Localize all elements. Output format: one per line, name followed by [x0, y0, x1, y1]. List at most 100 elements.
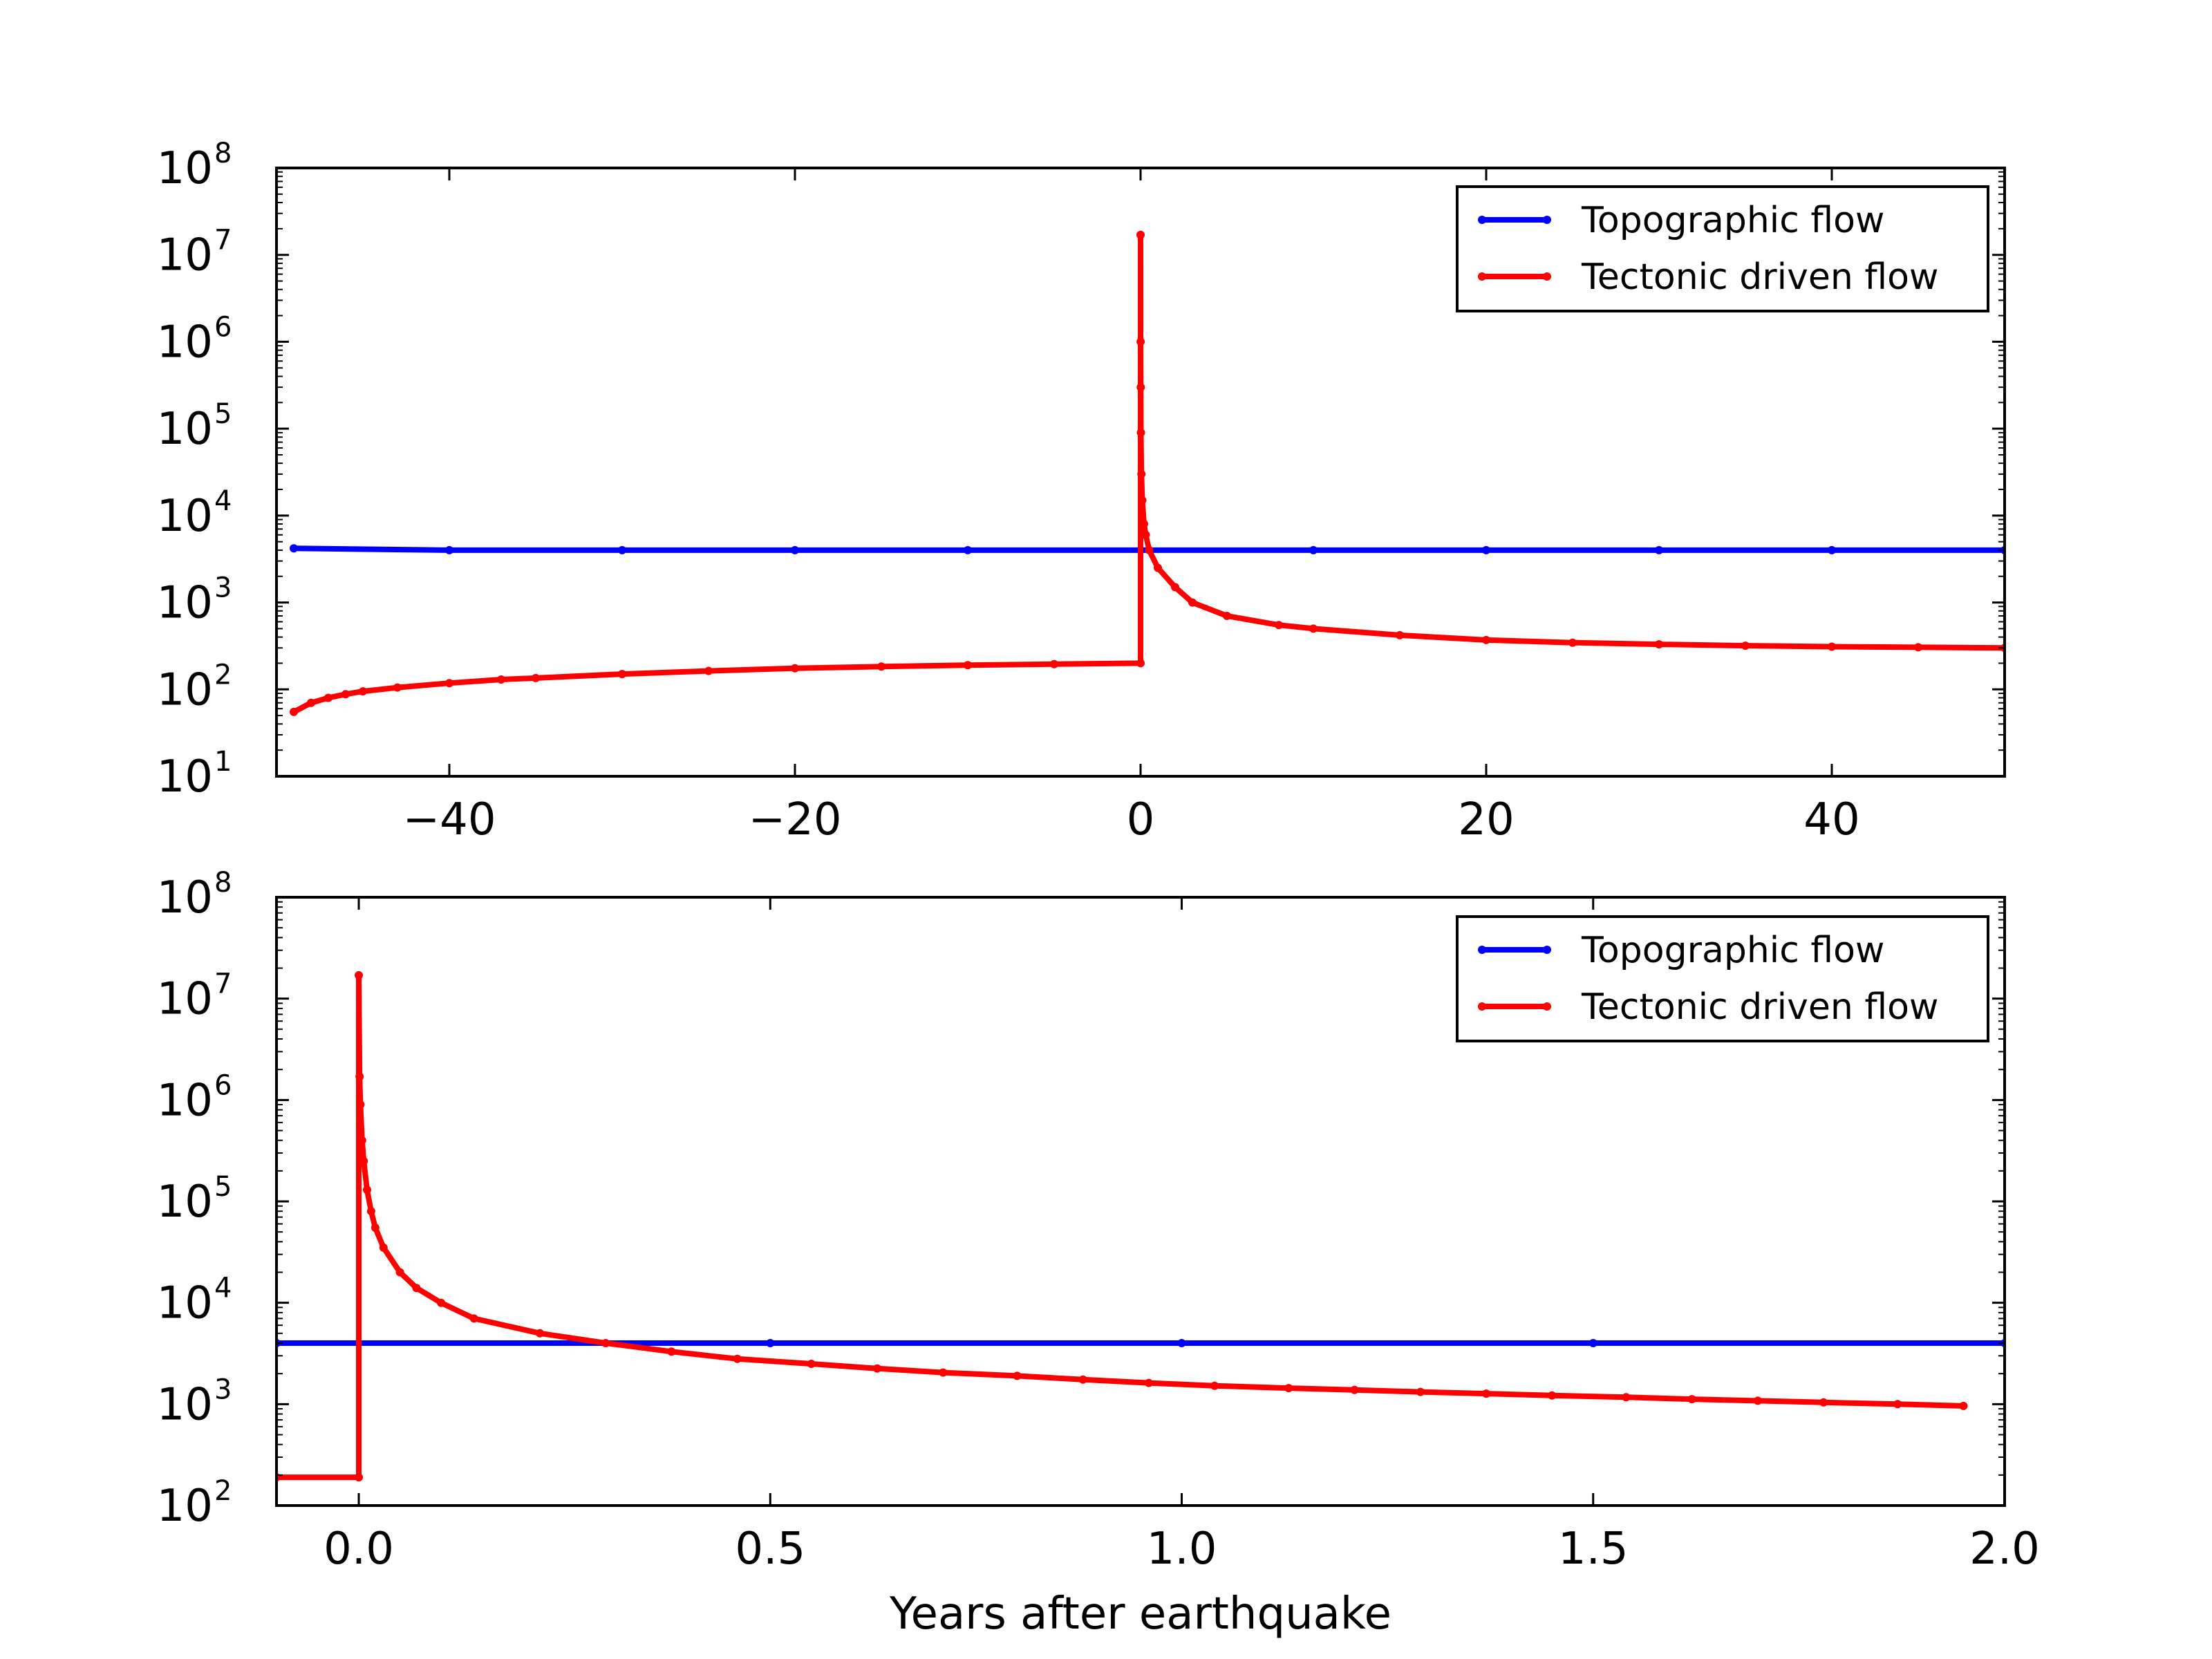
data-point: [355, 971, 363, 980]
data-point: [766, 1339, 775, 1347]
legend-label: Tectonic driven flow: [1581, 256, 1938, 298]
legend-marker: [1478, 1002, 1486, 1011]
data-point: [1622, 1393, 1631, 1402]
y-tick-exponent: 5: [214, 398, 232, 430]
data-point: [1687, 1395, 1696, 1404]
legend-marker: [1543, 272, 1551, 281]
data-point: [1482, 635, 1490, 644]
data-point: [341, 690, 350, 699]
data-point: [1548, 1391, 1557, 1400]
data-point: [445, 679, 453, 688]
data-point: [1828, 642, 1836, 651]
data-point: [667, 1347, 676, 1356]
data-point: [1223, 612, 1231, 620]
data-point: [1141, 530, 1150, 539]
y-tick-exponent: 4: [214, 1273, 232, 1304]
x-tick-label: 2.0: [1969, 1524, 2040, 1575]
x-tick-label: 0.5: [735, 1524, 805, 1575]
y-tick-label: 10: [157, 317, 213, 368]
data-point: [1416, 1387, 1425, 1396]
data-point: [1893, 1400, 1902, 1409]
data-point: [1753, 1396, 1762, 1405]
legend-marker: [1543, 216, 1551, 224]
y-tick-label: 10: [157, 664, 213, 715]
data-point: [355, 1072, 364, 1081]
y-tick-label: 10: [157, 230, 213, 281]
data-point: [807, 1360, 816, 1368]
data-point: [355, 1473, 363, 1482]
y-tick-exponent: 6: [214, 1069, 232, 1101]
x-tick-label: −40: [402, 794, 496, 845]
data-point: [359, 687, 367, 696]
data-point: [733, 1354, 742, 1363]
legend-frame: [1456, 915, 1989, 1042]
data-point: [601, 1339, 610, 1347]
data-point: [618, 545, 626, 554]
y-tick-exponent: 6: [214, 311, 232, 343]
legend-label: Topographic flow: [1581, 930, 1884, 971]
data-point: [307, 698, 315, 707]
data-point: [497, 675, 505, 684]
x-tick-label: 0: [1127, 794, 1155, 845]
x-tick-label: 1.5: [1558, 1524, 1629, 1575]
data-point: [1154, 563, 1162, 572]
x-axis-label: Years after earthquake: [889, 1588, 1391, 1640]
data-point: [1914, 643, 1922, 652]
legend: Topographic flow Tectonic driven flow: [1456, 915, 1989, 1042]
data-point: [1136, 383, 1145, 392]
data-point: [395, 1268, 404, 1277]
data-point: [324, 693, 332, 702]
legend-marker: [1543, 946, 1551, 954]
data-point: [532, 673, 540, 682]
series-line: [276, 972, 1964, 1481]
data-point: [536, 1329, 544, 1338]
legend-frame: [1456, 185, 1989, 312]
data-point: [366, 1207, 375, 1216]
legend-label: Topographic flow: [1581, 200, 1884, 241]
data-point: [791, 664, 799, 673]
legend: Topographic flow Tectonic driven flow: [1456, 185, 1989, 312]
y-tick-exponent: 5: [214, 1171, 232, 1203]
data-point: [1959, 1401, 1968, 1410]
y-tick-exponent: 8: [214, 138, 232, 169]
legend-marker: [1478, 272, 1486, 281]
y-tick-exponent: 8: [214, 867, 232, 899]
data-point: [437, 1298, 446, 1307]
data-point: [1588, 1339, 1597, 1347]
data-point: [1396, 630, 1404, 639]
data-point: [1819, 1398, 1828, 1407]
data-point: [1284, 1384, 1293, 1393]
data-point: [1568, 638, 1577, 647]
y-tick-label: 10: [157, 1177, 213, 1228]
data-point: [1655, 545, 1663, 554]
y-tick-exponent: 7: [214, 225, 232, 256]
data-point: [1828, 545, 1836, 554]
y-tick-exponent: 3: [214, 1374, 232, 1405]
y-tick-exponent: 7: [214, 968, 232, 1000]
y-tick-label: 10: [157, 974, 213, 1025]
data-point: [356, 1100, 365, 1109]
y-tick-exponent: 1: [214, 746, 232, 778]
legend-marker: [1478, 216, 1486, 224]
y-tick-label: 10: [157, 1379, 213, 1430]
data-point: [1741, 641, 1750, 650]
series-tectonic-driven-flow: [290, 230, 2005, 716]
data-point: [1136, 659, 1145, 668]
series-topographic-flow: [276, 1339, 2005, 1347]
data-point: [1482, 545, 1490, 554]
data-point: [1140, 520, 1148, 528]
y-tick-label: 10: [157, 1075, 213, 1126]
data-point: [1136, 230, 1145, 239]
x-tick-label: 20: [1458, 794, 1514, 845]
x-tick-label: 0.0: [324, 1524, 394, 1575]
data-point: [1050, 659, 1058, 668]
data-point: [379, 1243, 388, 1252]
x-tick-label: 40: [1803, 794, 1859, 845]
y-tick-label: 10: [157, 404, 213, 455]
data-point: [1136, 428, 1145, 437]
data-point: [445, 545, 453, 554]
data-point: [359, 1156, 368, 1165]
data-point: [393, 683, 402, 692]
data-point: [1138, 496, 1147, 505]
